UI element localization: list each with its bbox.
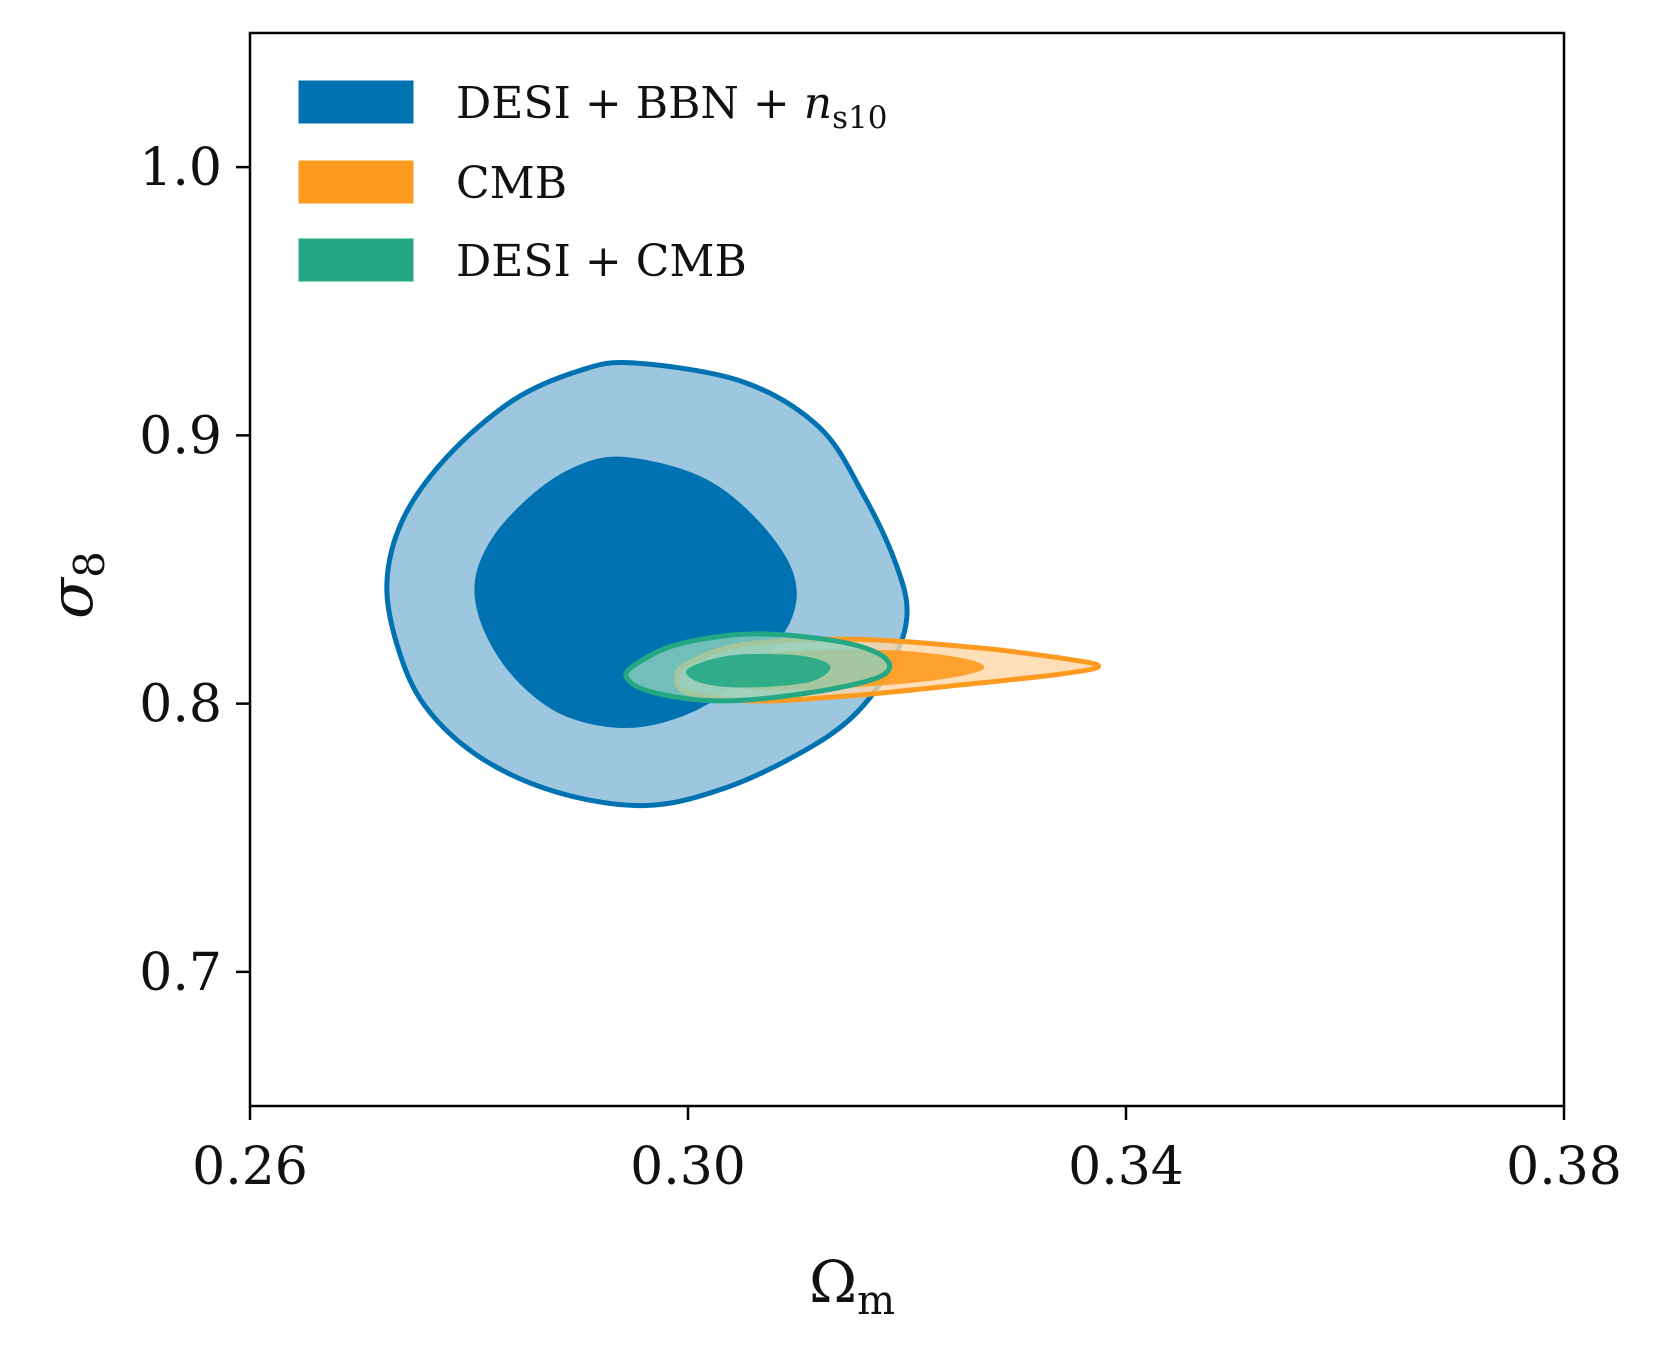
x-axis-label: Ωm bbox=[809, 1248, 895, 1324]
y-tick-label: 0.9 bbox=[139, 406, 222, 466]
legend-entry-desicmb: DESI + CMB bbox=[298, 236, 747, 287]
contour-layer bbox=[384, 360, 1102, 809]
legend-swatch-desicmb bbox=[298, 238, 414, 282]
y-axis-label-main: σ bbox=[37, 576, 107, 619]
y-axis-label-group: σ8 bbox=[37, 551, 114, 619]
x-axis-label-main: Ω bbox=[809, 1248, 857, 1316]
legend-swatch-desi bbox=[298, 80, 414, 124]
series-desicmb bbox=[623, 631, 893, 704]
x-axis-label-sub: m bbox=[857, 1278, 895, 1324]
y-axis-label: σ8 bbox=[37, 551, 114, 619]
legend-swatch-cmb bbox=[298, 160, 414, 204]
x-tick-label: 0.38 bbox=[1506, 1137, 1622, 1197]
series-desi bbox=[384, 360, 910, 809]
x-tick-label: 0.26 bbox=[192, 1137, 308, 1197]
legend-entry-desi: DESI + BBN + ns10 bbox=[298, 78, 887, 136]
legend-label-desi-math: n bbox=[804, 78, 832, 129]
y-tick-label: 0.8 bbox=[139, 675, 222, 735]
contour-inner-desicmb bbox=[686, 653, 831, 688]
y-tick-label: 1.0 bbox=[139, 138, 222, 198]
legend-label-desi: DESI + BBN + ns10 bbox=[456, 78, 887, 136]
y-tick-label: 0.7 bbox=[139, 943, 222, 1003]
legend: DESI + BBN + ns10 CMB DESI + CMB bbox=[298, 78, 887, 287]
legend-label-desi-sub: s10 bbox=[832, 100, 887, 136]
y-axis-label-sub: 8 bbox=[65, 551, 114, 578]
legend-entry-cmb: CMB bbox=[298, 158, 567, 209]
legend-label-desicmb: DESI + CMB bbox=[456, 236, 747, 287]
y-axis: 0.7 0.8 0.9 1.0 bbox=[139, 138, 250, 1003]
legend-label-desi-main: DESI + BBN + bbox=[456, 78, 804, 129]
x-tick-label: 0.30 bbox=[630, 1137, 746, 1197]
plot-frame bbox=[248, 31, 1566, 1108]
x-tick-label: 0.34 bbox=[1068, 1137, 1184, 1197]
legend-label-cmb: CMB bbox=[456, 158, 567, 209]
x-axis: 0.26 0.30 0.34 0.38 bbox=[192, 1106, 1622, 1197]
